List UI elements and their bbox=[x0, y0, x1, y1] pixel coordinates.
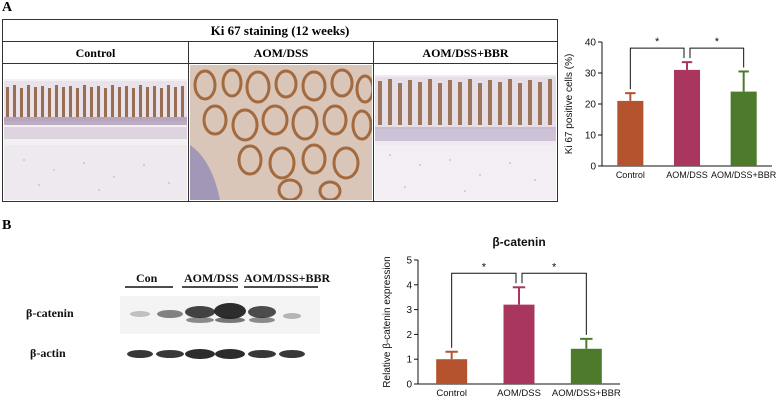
beta-catenin-chart: β-catenin 0 1 2 3 4 5 Relative β-catenin expres… bbox=[380, 232, 650, 402]
chart-b-significance-star: * bbox=[482, 261, 487, 273]
chart-b-bar bbox=[436, 359, 468, 384]
ki67-bar-chart: 0 10 20 30 40 Ki 67 positive cells (%) Control… bbox=[564, 36, 777, 180]
chart-a-category-label: Control bbox=[616, 170, 645, 180]
blot-row-label-beta-catenin: β-catenin bbox=[26, 306, 74, 320]
chart-a-bar bbox=[617, 100, 644, 166]
blot-group-label-con: Con bbox=[136, 271, 158, 285]
chart-b-bar bbox=[503, 304, 535, 384]
stain-image-aom-dss-bbr bbox=[375, 65, 556, 200]
blot-group-label-aom-dss-bbr: AOM/DSS+BBR bbox=[244, 271, 331, 285]
chart-b-title: β-catenin bbox=[492, 235, 545, 249]
chart-a-bar bbox=[730, 91, 757, 166]
staining-title: Ki 67 staining (12 weeks) bbox=[3, 20, 557, 42]
chart-a-significance-bracket bbox=[629, 47, 685, 90]
chart-a-category-label: AOM/DSS+BBR bbox=[711, 170, 777, 180]
chart-a-ytick-label: 40 bbox=[585, 38, 597, 49]
stain-column-aom-dss: AOM/DSS bbox=[188, 42, 373, 201]
stain-image-aom-dss bbox=[190, 65, 372, 200]
chart-b-ytick-label: 2 bbox=[406, 330, 412, 341]
chart-b-ytick-label: 3 bbox=[406, 305, 412, 316]
chart-a-ytick-label: 30 bbox=[585, 69, 597, 80]
ki67-chart: 0 10 20 30 40 Ki 67 positive cells (%) Control… bbox=[560, 20, 777, 198]
chart-a-ytick-label: 10 bbox=[585, 131, 597, 142]
chart-b-ylabel: Relative β-catenin expression bbox=[382, 256, 393, 387]
chart-b-category-label: AOM/DSS bbox=[497, 388, 541, 399]
chart-b-ytick-label: 5 bbox=[406, 256, 412, 267]
chart-b-category-label: AOM/DSS+BBR bbox=[552, 388, 621, 399]
western-blot: Con AOM/DSS AOM/DSS+BBR β-catenin β-acti… bbox=[0, 250, 380, 380]
staining-panel: Ki 67 staining (12 weeks) Control bbox=[2, 19, 558, 202]
chart-a-bar bbox=[673, 69, 701, 166]
chart-a-significance-bracket bbox=[689, 47, 745, 68]
stain-label-aom-dss-bbr: AOM/DSS+BBR bbox=[374, 42, 557, 64]
stain-label-control: Control bbox=[3, 42, 188, 64]
chart-b-significance-star: * bbox=[552, 261, 557, 273]
stain-column-aom-dss-bbr: AOM/DSS+BBR bbox=[373, 42, 557, 201]
chart-a-ytick-label: 20 bbox=[585, 100, 597, 111]
stain-label-aom-dss: AOM/DSS bbox=[189, 42, 373, 64]
chart-b-significance-bracket bbox=[521, 272, 587, 335]
chart-b-ytick-label: 4 bbox=[406, 280, 412, 291]
blot-image bbox=[120, 286, 320, 359]
chart-a-significance-star: * bbox=[715, 36, 720, 48]
chart-b-bar bbox=[570, 348, 602, 384]
blot-group-label-aom-dss: AOM/DSS bbox=[184, 271, 239, 285]
chart-a-ylabel: Ki 67 positive cells (%) bbox=[564, 54, 575, 155]
chart-b-ytick-label: 0 bbox=[406, 380, 412, 391]
chart-a-category-label: AOM/DSS bbox=[666, 170, 708, 180]
chart-b-category-label: Control bbox=[436, 388, 467, 399]
panel-b-label: B bbox=[2, 218, 12, 233]
chart-b-ytick-label: 1 bbox=[406, 355, 412, 366]
blot-row-label-beta-actin: β-actin bbox=[30, 346, 66, 360]
stain-column-control: Control bbox=[3, 42, 188, 201]
chart-b-significance-bracket bbox=[451, 272, 517, 348]
chart-a-significance-star: * bbox=[655, 36, 660, 48]
beta-catenin-bar-chart: β-catenin 0 1 2 3 4 5 Relative β-catenin expres… bbox=[382, 235, 621, 399]
stain-image-control bbox=[4, 65, 187, 200]
chart-a-ytick-label: 0 bbox=[590, 162, 596, 173]
panel-a-label: A bbox=[2, 0, 13, 15]
